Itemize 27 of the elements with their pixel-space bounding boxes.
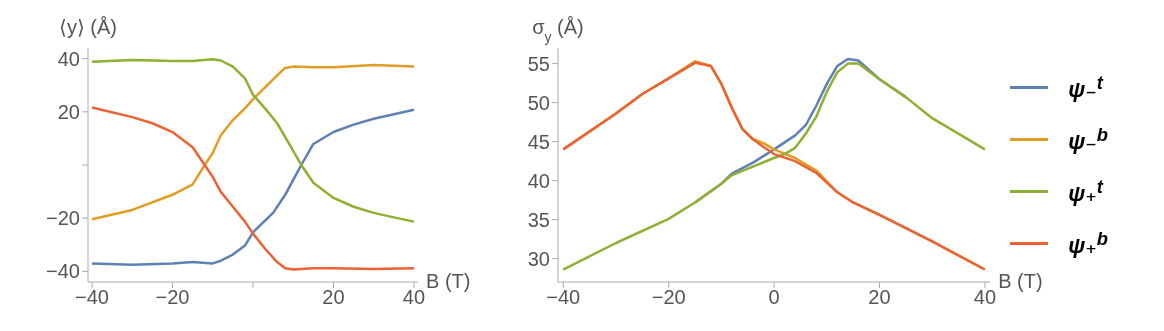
y-tick-label: 30: [527, 247, 550, 270]
y-tick-label: 40: [57, 47, 80, 70]
x-tick-label: 40: [402, 286, 426, 309]
y-tick-label: −20: [46, 207, 80, 230]
y-tick-label: 45: [527, 130, 550, 153]
x-tick-label: −20: [155, 286, 190, 309]
y-tick-label: 50: [527, 91, 550, 114]
y-tick-label: −40: [46, 260, 80, 283]
legend-label: ψ₊$^{t}$: [1068, 175, 1103, 208]
y-axis-title: σ$_{y}$ (Å): [532, 16, 584, 45]
y-tick-label: 55: [527, 52, 550, 75]
legend-label: ψ₊$^{b}$: [1068, 227, 1108, 260]
x-tick-label: 20: [322, 286, 345, 309]
legend-label: ψ₋$^{b}$: [1068, 123, 1108, 156]
x-axis-title: B (T): [426, 270, 471, 292]
y-tick-label: 40: [527, 169, 550, 192]
y-tick-label: 35: [527, 208, 550, 231]
legend-label: ψ₋$^{t}$: [1068, 71, 1103, 104]
x-axis-title: B (T): [998, 270, 1043, 292]
x-tick-label: −40: [546, 286, 581, 309]
x-tick-label: 0: [768, 286, 780, 309]
x-tick-label: −40: [75, 286, 109, 309]
y-axis-title: ⟨y⟩ (Å): [59, 16, 117, 38]
x-tick-label: 40: [973, 286, 997, 309]
y-tick-label: 20: [57, 100, 80, 123]
x-tick-label: −20: [651, 286, 686, 309]
x-tick-label: 20: [868, 286, 891, 309]
